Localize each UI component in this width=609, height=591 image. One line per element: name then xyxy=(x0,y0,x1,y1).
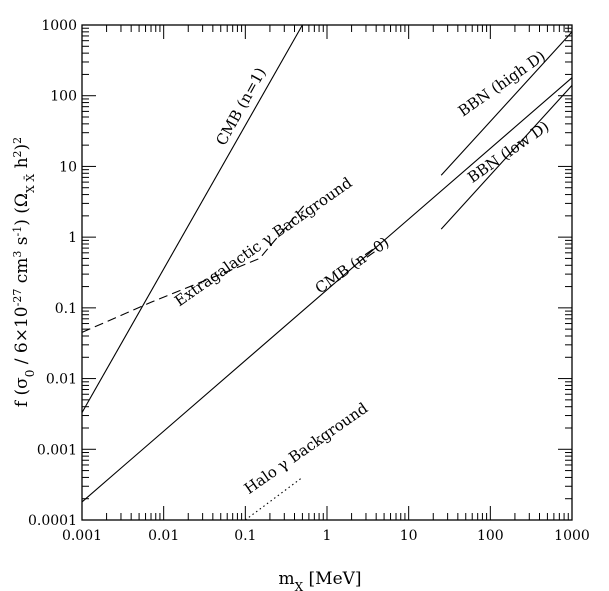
x-tick-label: 0.001 xyxy=(62,528,102,544)
series-cmb-n-1 xyxy=(81,24,303,413)
x-tick-label: 0.1 xyxy=(234,528,256,544)
y-tick-label: 1000 xyxy=(41,18,77,34)
series-cmb-n-0 xyxy=(81,77,573,503)
y-tick-label: 0.0001 xyxy=(28,513,77,529)
series-extragalactic-background xyxy=(81,203,307,333)
y-tick-label: 10 xyxy=(59,159,77,175)
series-halo-background xyxy=(244,476,303,521)
series-bbn-high-d xyxy=(440,31,573,176)
annotation-label: CMB (n=0) xyxy=(312,233,393,297)
x-tick-label: 1000 xyxy=(554,528,590,544)
y-tick-label: 1 xyxy=(68,230,77,246)
y-tick-label: 100 xyxy=(50,89,77,105)
x-tick-label: 1 xyxy=(323,528,332,544)
y-tick-label: 0.1 xyxy=(55,301,77,317)
annotation-label: Halo γ Background xyxy=(241,399,372,498)
x-tick-label: 0.01 xyxy=(148,528,179,544)
y-axis-title: f (σ0 / 6×10-27 cm3 s-1) (ΩX X̄ h2)2 xyxy=(11,137,38,407)
y-tick-label: 0.001 xyxy=(37,442,77,458)
y-tick-label: 0.01 xyxy=(46,372,77,388)
x-tick-label: 100 xyxy=(477,528,504,544)
x-tick-label: 10 xyxy=(400,528,418,544)
series-bbn-low-d xyxy=(440,85,573,230)
annotation-label: BBN (low D) xyxy=(464,117,552,186)
x-axis-title: mX [MeV] xyxy=(278,569,361,591)
annotation-label: CMB (n=1) xyxy=(212,65,269,149)
